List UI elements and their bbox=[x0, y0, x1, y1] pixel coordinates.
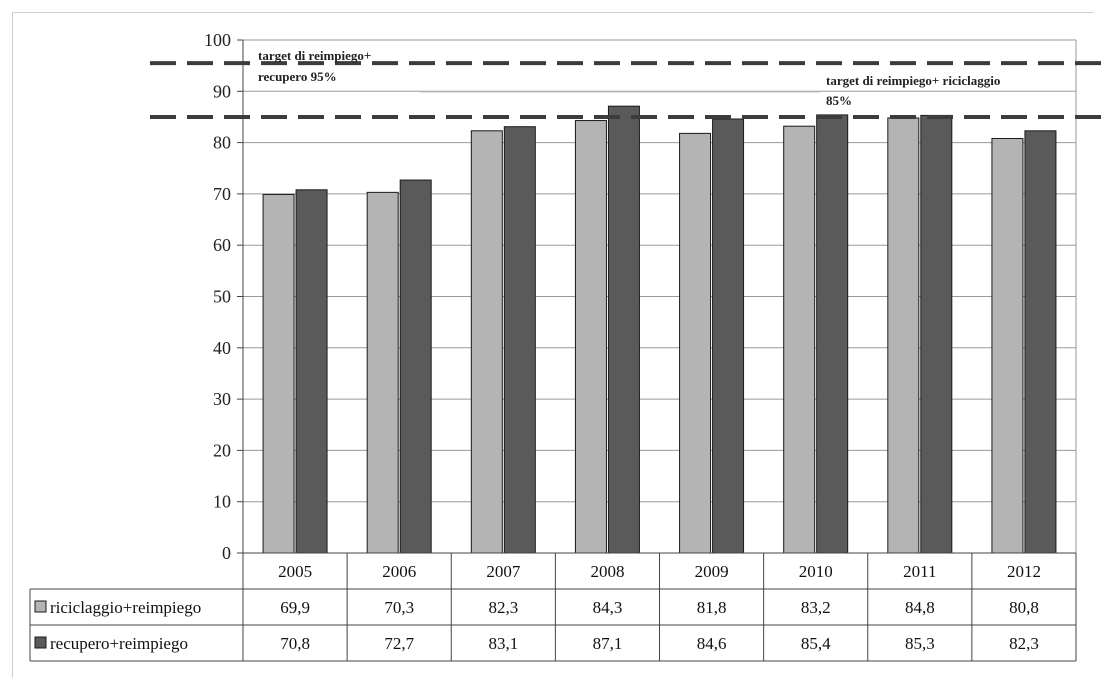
bar-recupero-2011 bbox=[920, 114, 953, 554]
data-label: 85,4 bbox=[801, 634, 831, 653]
data-label: 70,3 bbox=[384, 598, 414, 617]
data-label: 85,3 bbox=[905, 634, 935, 653]
bar-recupero-2008 bbox=[607, 105, 640, 554]
target-label: 85% bbox=[826, 93, 852, 108]
y-tick-label: 20 bbox=[213, 440, 231, 460]
data-label: 84,6 bbox=[697, 634, 727, 653]
target-label: target di reimpiego+ riciclaggio bbox=[826, 73, 1000, 88]
data-label: 83,1 bbox=[488, 634, 518, 653]
data-label: 83,2 bbox=[801, 598, 831, 617]
y-tick-label: 70 bbox=[213, 184, 231, 204]
bar-recupero-2007 bbox=[503, 126, 536, 554]
bar-recupero-2010 bbox=[816, 114, 849, 554]
y-tick-label: 10 bbox=[213, 492, 231, 512]
data-label: 69,9 bbox=[280, 598, 310, 617]
bar-riciclaggio-2008 bbox=[574, 120, 607, 554]
chart-frame bbox=[12, 12, 1094, 678]
category-label: 2008 bbox=[590, 562, 624, 581]
bars bbox=[262, 105, 1057, 554]
category-label: 2006 bbox=[382, 562, 416, 581]
data-label: 72,7 bbox=[384, 634, 414, 653]
legend-label: recupero+reimpiego bbox=[50, 634, 188, 653]
y-axis: 0 10 20 30 40 50 60 70 80 90 100 bbox=[204, 30, 244, 563]
bar-riciclaggio-2009 bbox=[679, 132, 712, 554]
legend-key bbox=[34, 600, 47, 613]
bar-riciclaggio-2011 bbox=[887, 117, 920, 554]
data-label: 84,8 bbox=[905, 598, 935, 617]
y-tick-label: 40 bbox=[213, 338, 231, 358]
category-label: 2011 bbox=[903, 562, 936, 581]
category-label: 2010 bbox=[799, 562, 833, 581]
data-table: 2005 2006 2007 2008 2009 2010 2011 2012 riciclag… bbox=[29, 552, 1077, 662]
legend-key bbox=[34, 636, 47, 649]
bar-riciclaggio-2006 bbox=[366, 191, 399, 554]
data-label: 81,8 bbox=[697, 598, 727, 617]
y-tick-label: 100 bbox=[204, 30, 231, 50]
bar-recupero-2009 bbox=[712, 118, 745, 554]
data-label: 84,3 bbox=[593, 598, 623, 617]
category-label: 2012 bbox=[1007, 562, 1041, 581]
data-label: 70,8 bbox=[280, 634, 310, 653]
y-tick-label: 0 bbox=[222, 543, 231, 563]
data-label: 82,3 bbox=[1009, 634, 1039, 653]
data-label: 87,1 bbox=[593, 634, 623, 653]
target-label: target di reimpiego+ bbox=[258, 48, 371, 63]
bar-riciclaggio-2012 bbox=[991, 137, 1024, 554]
bar-recupero-2005 bbox=[295, 189, 328, 554]
data-label: 80,8 bbox=[1009, 598, 1039, 617]
y-tick-label: 90 bbox=[213, 81, 231, 101]
data-label: 82,3 bbox=[488, 598, 518, 617]
category-label: 2007 bbox=[486, 562, 521, 581]
target-label: recupero 95% bbox=[258, 69, 337, 84]
bar-recupero-2006 bbox=[399, 179, 432, 554]
bar-riciclaggio-2007 bbox=[470, 130, 503, 554]
target-lines: target di reimpiego+ recupero 95% target d… bbox=[150, 48, 1102, 119]
bar-recupero-2012 bbox=[1024, 130, 1057, 554]
y-tick-label: 50 bbox=[213, 287, 231, 307]
category-label: 2009 bbox=[695, 562, 729, 581]
y-tick-label: 80 bbox=[213, 133, 231, 153]
y-tick-label: 60 bbox=[213, 235, 231, 255]
bar-riciclaggio-2005 bbox=[262, 193, 295, 554]
legend-label: riciclaggio+reimpiego bbox=[50, 598, 201, 617]
bar-riciclaggio-2010 bbox=[783, 125, 816, 554]
category-label: 2005 bbox=[278, 562, 312, 581]
y-tick-label: 30 bbox=[213, 389, 231, 409]
